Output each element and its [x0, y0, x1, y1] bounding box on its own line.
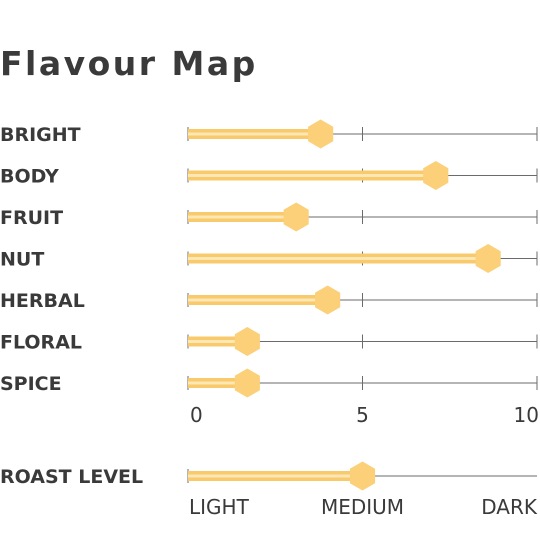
- flavour-marker-6: [234, 368, 260, 398]
- roast-axis-tick-label-0: LIGHT: [189, 495, 250, 519]
- flavour-bar-highlight-0: [188, 132, 321, 136]
- flavour-bar-highlight-1: [188, 174, 436, 177]
- flavour-marker-1: [423, 161, 449, 190]
- flavour-marker-2: [283, 202, 309, 232]
- flavour-axis-tick-label-1: 5: [356, 403, 369, 427]
- flavour-label-3: NUT: [0, 249, 44, 271]
- roast-axis-tick-label-2: DARK: [481, 495, 538, 519]
- flavour-label-4: HERBAL: [0, 290, 85, 312]
- flavour-axis-tick-label-2: 10: [514, 403, 539, 427]
- flavour-bar-highlight-3: [188, 257, 489, 260]
- roast-axis-tick-label-1: MEDIUM: [321, 495, 404, 519]
- flavour-label-1: BODY: [0, 166, 59, 188]
- flavour-label-6: SPICE: [0, 373, 62, 395]
- roast-label-0: ROAST LEVEL: [0, 466, 143, 488]
- roast-marker-0: [349, 461, 376, 491]
- flavour-marker-3: [475, 244, 501, 273]
- flavour-marker-4: [315, 285, 341, 315]
- flavour-bar-highlight-2: [188, 215, 297, 219]
- flavour-marker-0: [308, 119, 334, 149]
- flavour-label-2: FRUIT: [0, 207, 63, 229]
- flavour-bar-highlight-4: [188, 298, 328, 302]
- flavour-label-5: FLORAL: [0, 332, 82, 354]
- flavour-marker-5: [234, 327, 260, 356]
- roast-bar-highlight-0: [188, 474, 363, 478]
- flavour-axis-tick-label-0: 0: [190, 403, 203, 427]
- chart-title: Flavour Map: [0, 44, 258, 83]
- flavour-label-0: BRIGHT: [0, 124, 81, 146]
- flavour-bar-highlight-6: [188, 381, 248, 385]
- flavour-bar-highlight-5: [188, 340, 248, 343]
